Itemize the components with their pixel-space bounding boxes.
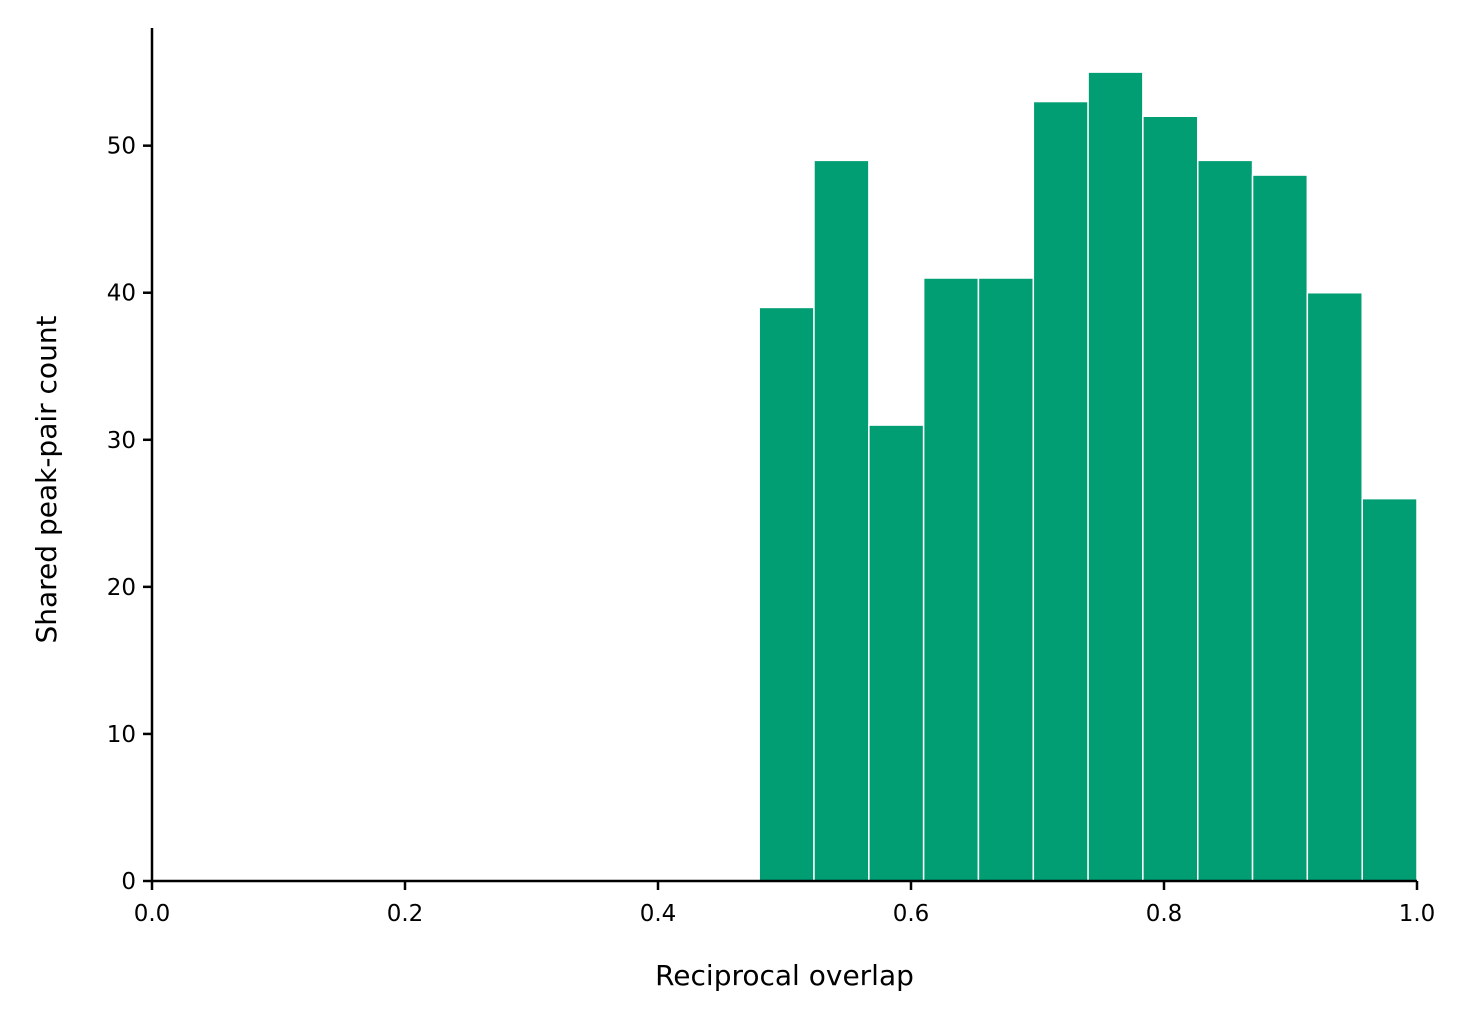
y-tick-label: 30 xyxy=(107,428,136,454)
y-axis-ticks: 0 10 20 30 40 50 xyxy=(107,134,152,895)
y-tick-label: 50 xyxy=(107,134,136,160)
histogram-bar-11 xyxy=(1361,497,1418,882)
bars-group xyxy=(758,71,1418,882)
histogram-bar-8 xyxy=(1197,159,1254,882)
x-axis-ticks: 0.0 0.2 0.4 0.6 0.8 1.0 xyxy=(134,881,1436,927)
y-axis-title: Shared peak-pair count xyxy=(30,315,63,643)
x-tick-label: 0.4 xyxy=(640,901,677,927)
histogram-bar-2 xyxy=(868,424,925,882)
y-tick-label: 20 xyxy=(107,575,136,601)
histogram-bar-4 xyxy=(977,277,1035,882)
x-tick-label: 0.6 xyxy=(893,901,930,927)
histogram-bar-9 xyxy=(1251,174,1309,882)
histogram-bar-5 xyxy=(1032,100,1089,882)
y-tick-label: 0 xyxy=(121,869,136,895)
histogram-bar-7 xyxy=(1142,115,1199,882)
y-tick-label: 10 xyxy=(107,722,136,748)
histogram-bar-10 xyxy=(1306,291,1363,882)
x-axis-title: Reciprocal overlap xyxy=(655,959,914,992)
histogram-bar-0 xyxy=(758,306,815,882)
y-tick-label: 40 xyxy=(107,281,136,307)
x-tick-label: 0.2 xyxy=(387,901,424,927)
histogram-bar-1 xyxy=(813,159,870,882)
histogram-bar-6 xyxy=(1087,71,1144,882)
histogram-bar-3 xyxy=(922,277,980,882)
x-tick-label: 0.8 xyxy=(1146,901,1183,927)
x-tick-label: 1.0 xyxy=(1399,901,1436,927)
x-tick-label: 0.0 xyxy=(134,901,171,927)
